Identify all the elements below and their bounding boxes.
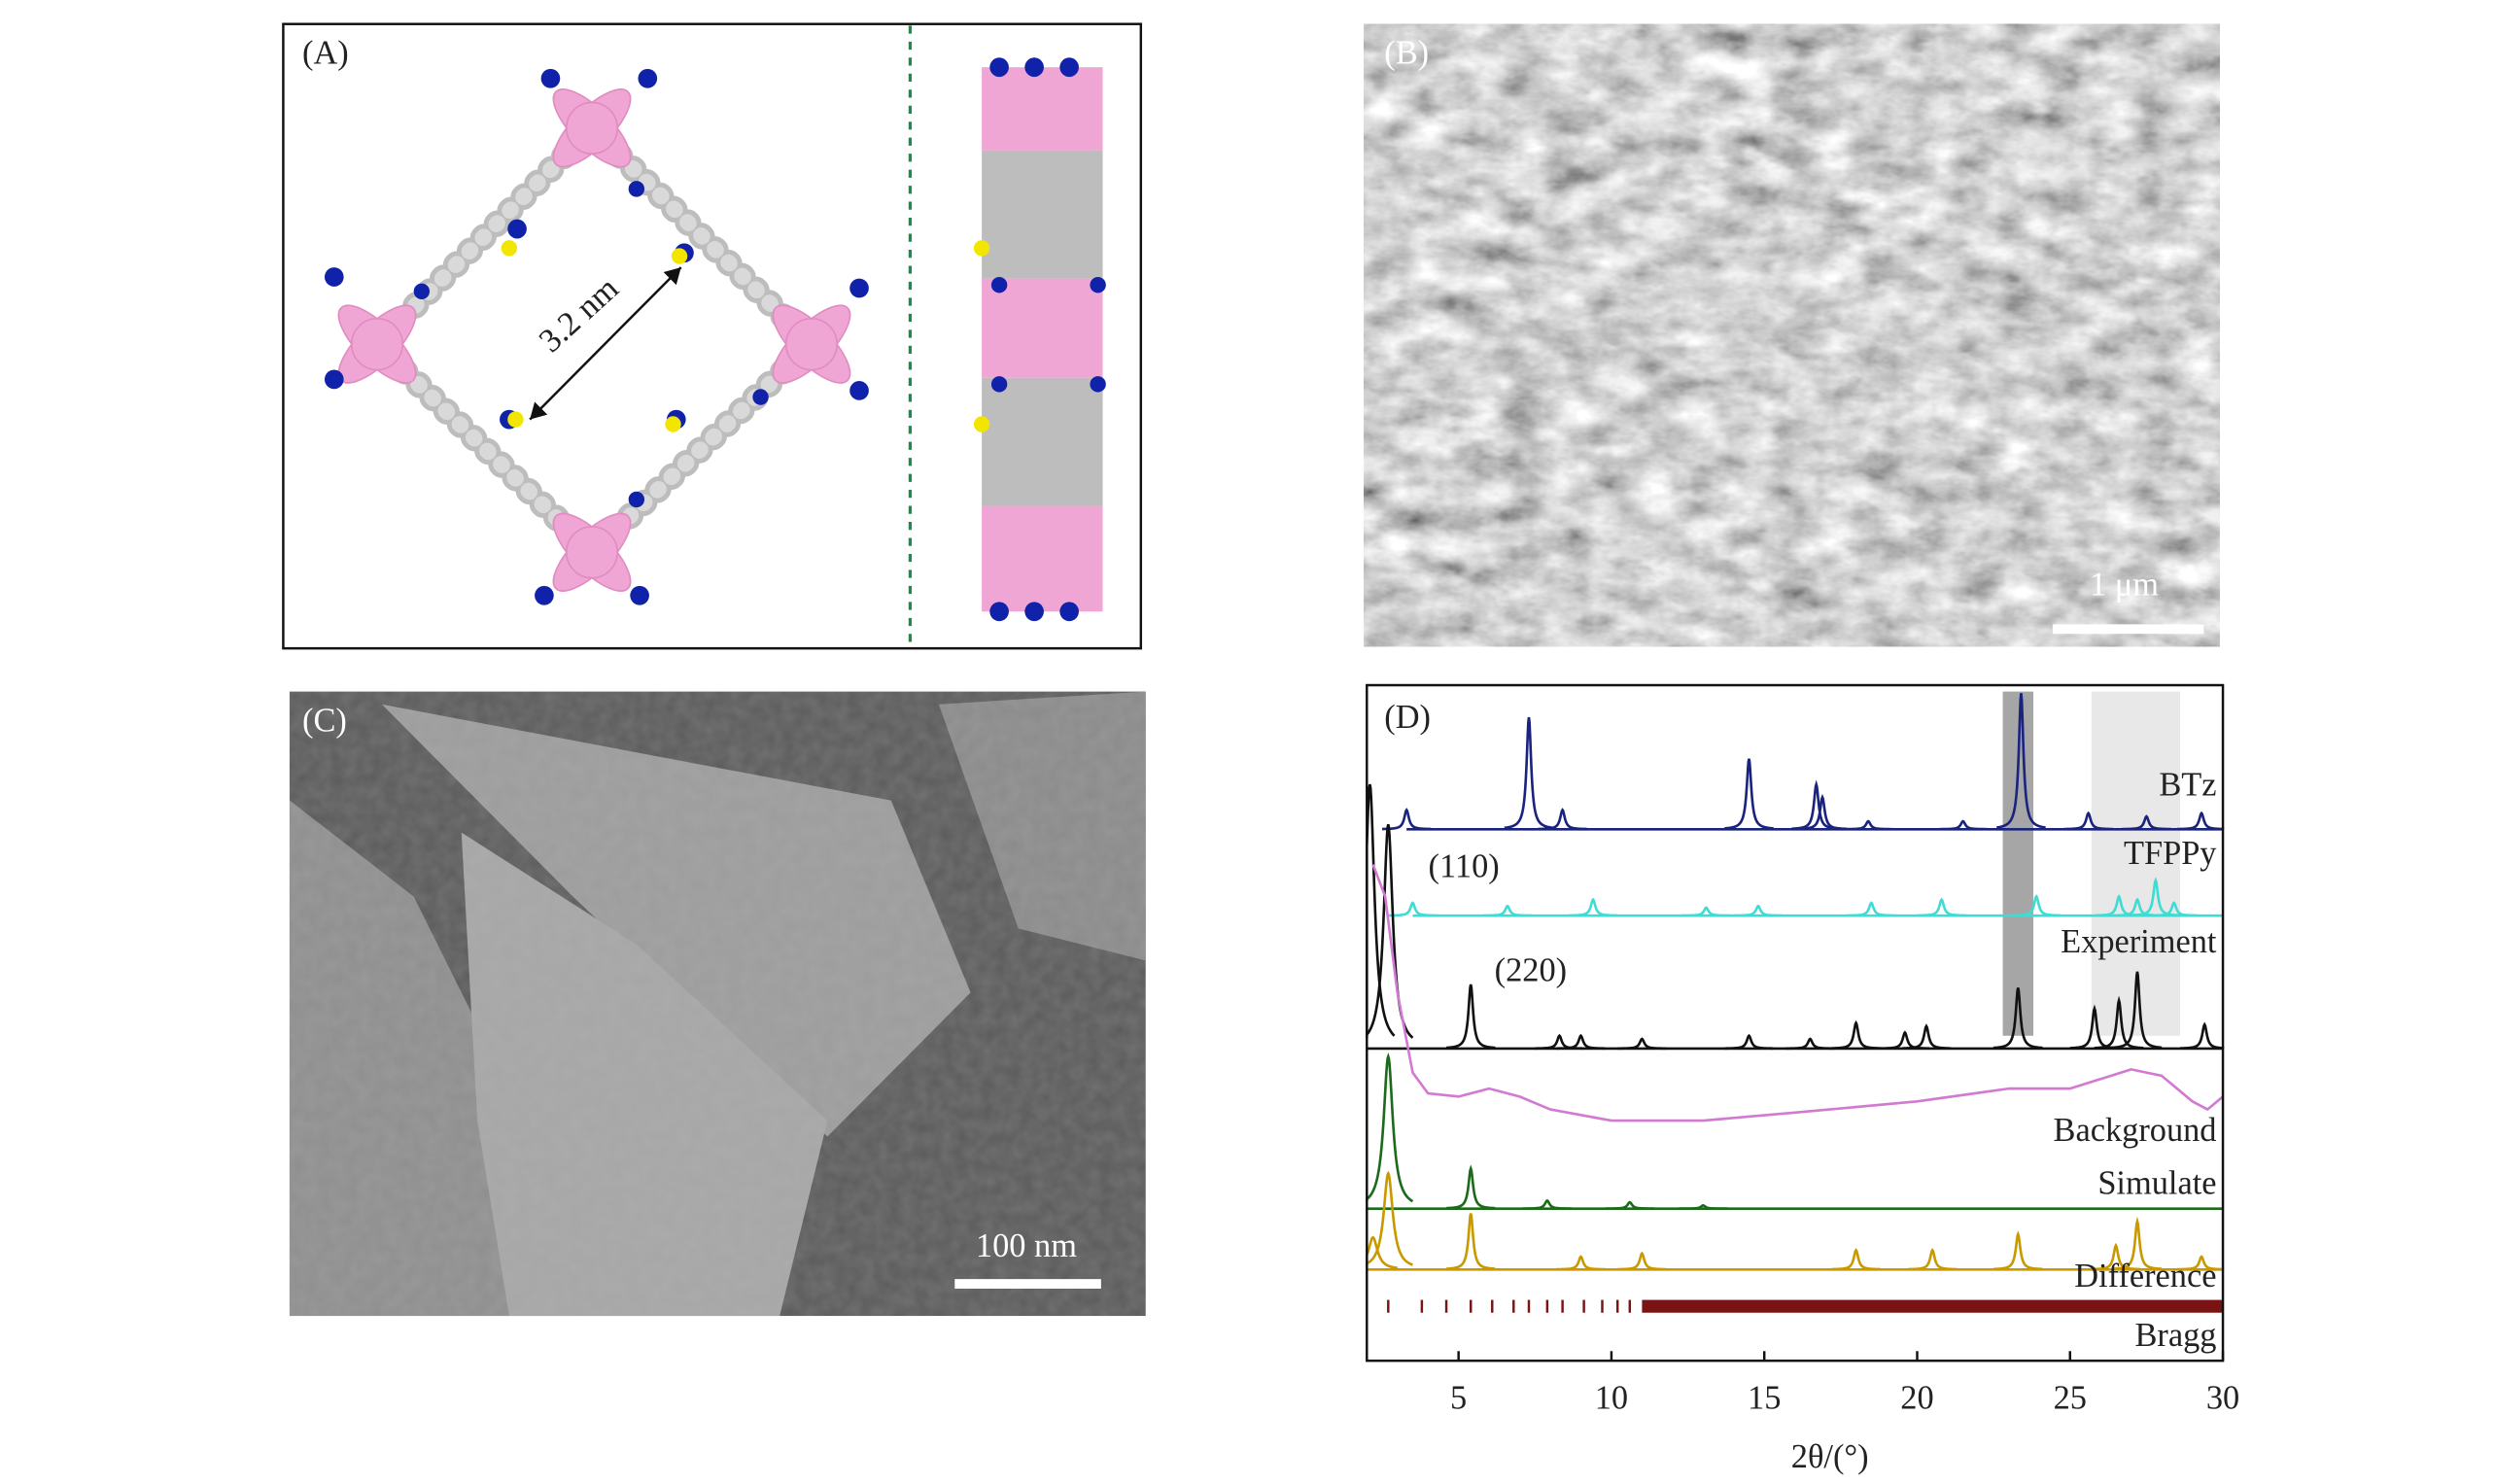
peak-annotation: (220) <box>1495 951 1567 988</box>
side-view <box>973 57 1106 622</box>
peak <box>1880 1030 1930 1051</box>
peak <box>2063 811 2113 831</box>
peak <box>1679 1204 1728 1210</box>
peak <box>1843 819 1893 831</box>
sem-texture <box>289 691 1146 1317</box>
peak <box>2011 894 2062 917</box>
node-tips <box>324 68 869 605</box>
series-label: Background <box>2054 1112 2217 1149</box>
scale-bar-label: 1 μm <box>2090 566 2159 603</box>
peak <box>1522 1198 1573 1210</box>
peak <box>1538 808 1587 831</box>
peak <box>1993 987 2043 1050</box>
panel-a: 3.2 nm (A) <box>282 22 1143 650</box>
peak <box>1446 1164 1496 1210</box>
peak <box>2131 877 2181 917</box>
peak <box>1996 693 2046 829</box>
peak <box>1556 1033 1606 1051</box>
peak <box>1388 901 1438 917</box>
peak <box>1901 1023 1952 1050</box>
peak <box>1365 1170 1413 1266</box>
plot-frame <box>1366 683 2225 1363</box>
peak <box>1445 984 1496 1050</box>
peak <box>1365 783 1396 1037</box>
peak <box>1617 1037 1667 1051</box>
series-label: Difference <box>2074 1258 2216 1294</box>
peak <box>1917 897 1966 917</box>
scale-bar-label: 100 nm <box>976 1227 1077 1264</box>
peak <box>1605 1200 1654 1210</box>
peak <box>1535 1033 1584 1051</box>
peak <box>1365 1235 1398 1269</box>
series-label: TFPPy <box>2124 835 2217 872</box>
x-tick-label: 20 <box>1900 1379 1933 1416</box>
panel-c: (C) 100 nm <box>289 691 1146 1317</box>
x-tick-label: 15 <box>1748 1379 1781 1416</box>
panel-label: (A) <box>302 34 349 71</box>
series-label: Simulate <box>2097 1164 2216 1201</box>
sem-image <box>1364 23 2220 647</box>
peak <box>1724 1033 1774 1051</box>
peak <box>2149 901 2199 917</box>
series-label: Experiment <box>2061 923 2217 960</box>
x-tick-label: 30 <box>2206 1379 2239 1416</box>
peak <box>1482 904 1533 917</box>
peak <box>2179 1021 2225 1050</box>
peak <box>2091 1242 2141 1271</box>
peak <box>1908 1248 1958 1271</box>
peak <box>1381 808 1432 831</box>
panel-label: (C) <box>302 702 347 739</box>
peak <box>1568 897 1618 917</box>
linkers <box>364 115 825 566</box>
peak <box>1365 1052 1414 1203</box>
peak <box>2112 1216 2163 1270</box>
peak <box>1938 819 1988 831</box>
panel-label: (B) <box>1384 34 1429 71</box>
peak <box>1681 906 1731 917</box>
panel-label: (D) <box>1384 699 1431 736</box>
peak <box>1504 716 1554 830</box>
peak <box>2069 1004 2120 1050</box>
peak <box>1733 904 1784 917</box>
x-tick-label: 5 <box>1450 1379 1467 1416</box>
peak <box>2176 1255 2225 1271</box>
distance-arrow <box>529 266 682 421</box>
peak <box>1847 901 1896 917</box>
peak <box>1993 1230 2043 1271</box>
series-label: BTz <box>2159 766 2216 803</box>
x-tick-label: 10 <box>1595 1379 1628 1416</box>
peak <box>1797 793 1848 831</box>
peak <box>2122 814 2171 831</box>
peak <box>2112 971 2163 1050</box>
bragg-dense <box>1642 1299 2224 1313</box>
series-label: Bragg <box>2135 1317 2217 1354</box>
peak <box>1831 1019 1881 1050</box>
background-curve <box>1371 864 2224 1122</box>
sulfur-atoms <box>501 240 688 432</box>
peak <box>1446 1213 1496 1270</box>
peak <box>1617 1251 1667 1271</box>
x-axis-label: 2θ/(°) <box>1791 1438 1869 1475</box>
peak <box>2094 995 2144 1050</box>
peak <box>1556 1255 1606 1271</box>
peak-annotation: (110) <box>1429 847 1500 884</box>
peak <box>1831 1248 1881 1271</box>
pyrene-nodes <box>337 88 851 592</box>
panel-d: (D) 2θ/(°) BTz TFPPy Experiment Background S… <box>1365 683 2239 1475</box>
peak <box>1785 1037 1835 1051</box>
peak <box>2176 811 2225 831</box>
peak <box>1724 758 1774 830</box>
panel-b: (B) 1 μm <box>1364 23 2220 647</box>
x-tick-label: 25 <box>2054 1379 2087 1416</box>
